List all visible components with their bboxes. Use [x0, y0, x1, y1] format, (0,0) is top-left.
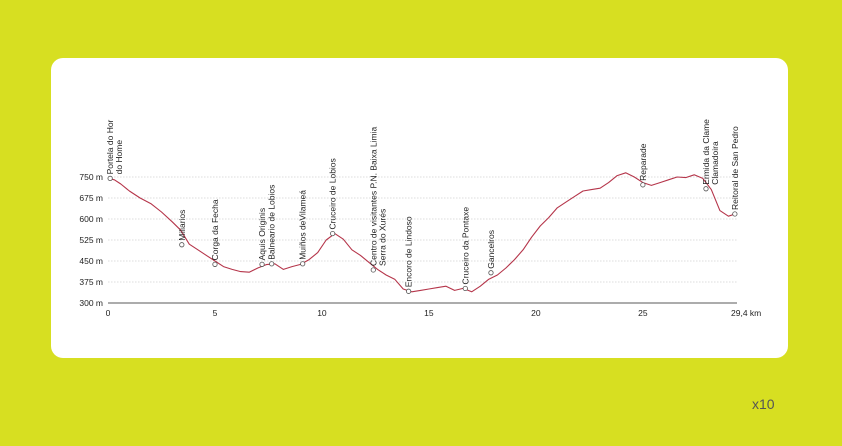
x-tick-label: 20	[531, 308, 541, 318]
elevation-profile-chart: 750 m 675 m 600 m 525 m 450 m 375 m 300 m0 5 10 1…	[79, 119, 761, 318]
y-tick-label: 600 m	[79, 214, 103, 224]
x-tick-label: 10	[317, 308, 327, 318]
waypoint-label: Corga da Fecha	[210, 199, 220, 260]
waypoint-label: Reitoral de San Pedro	[730, 126, 740, 210]
y-tick-label: 450 m	[79, 256, 103, 266]
waypoint-marker	[405, 288, 412, 294]
waypoint-marker	[330, 230, 336, 237]
waypoint-marker	[107, 175, 113, 182]
waypoint-label: Centro de visitantes P.N. Baixa Limia	[368, 126, 378, 265]
x-tick-label: 0	[106, 308, 111, 318]
profile-card: 750 m 675 m 600 m 525 m 450 m 375 m 300 m 0 5 10 1…	[51, 58, 788, 358]
waypoint-label: Encoro de Lindoso	[404, 216, 414, 287]
x-tick-label: 25	[638, 308, 648, 318]
waypoint-label: Muiños deVilameá	[298, 190, 308, 260]
waypoint-label: Balneario de Lobios	[267, 185, 277, 260]
waypoint-marker	[640, 182, 646, 188]
x-tick-label: 5	[213, 308, 218, 318]
waypoint-marker	[269, 261, 275, 267]
y-tick-label: 375 m	[79, 277, 103, 287]
waypoint-label: Cruceiro de Lobios	[328, 158, 338, 229]
y-tick-label: 525 m	[79, 235, 103, 245]
x-tick-label: 29,4 km	[731, 308, 761, 318]
x-tick-label: 15	[424, 308, 434, 318]
waypoint-label: Portela do Hor	[105, 119, 115, 174]
waypoint-label: Cruceiro da Pontaxe	[460, 207, 470, 285]
waypoint-marker	[703, 186, 709, 192]
waypoint-label: do Home	[114, 140, 124, 175]
waypoint-label: Gancelros	[486, 230, 496, 269]
waypoint-label: Aquis Originis	[257, 208, 267, 260]
waypoint-label: Miliarios	[177, 210, 187, 241]
waypoint-marker	[179, 242, 185, 248]
waypoint-label: Clamadoira	[710, 141, 720, 185]
zoom-level-label: x10	[752, 396, 775, 412]
y-tick-label: 300 m	[79, 298, 103, 308]
waypoint-marker	[732, 211, 738, 217]
waypoint-marker	[259, 261, 265, 267]
waypoint-label: Reparade	[638, 143, 648, 181]
waypoint-marker	[462, 285, 468, 292]
y-tick-label: 750 m	[79, 172, 103, 182]
waypoint-label: Serra do Xurés	[377, 209, 387, 266]
waypoint-marker	[300, 261, 306, 267]
elevation-profile-line	[107, 172, 738, 293]
waypoint-marker	[370, 267, 376, 273]
waypoint-label: Ermida da Clame	[701, 119, 711, 185]
y-tick-label: 675 m	[79, 193, 103, 203]
waypoint-marker	[488, 270, 494, 276]
waypoint-marker	[212, 261, 218, 267]
